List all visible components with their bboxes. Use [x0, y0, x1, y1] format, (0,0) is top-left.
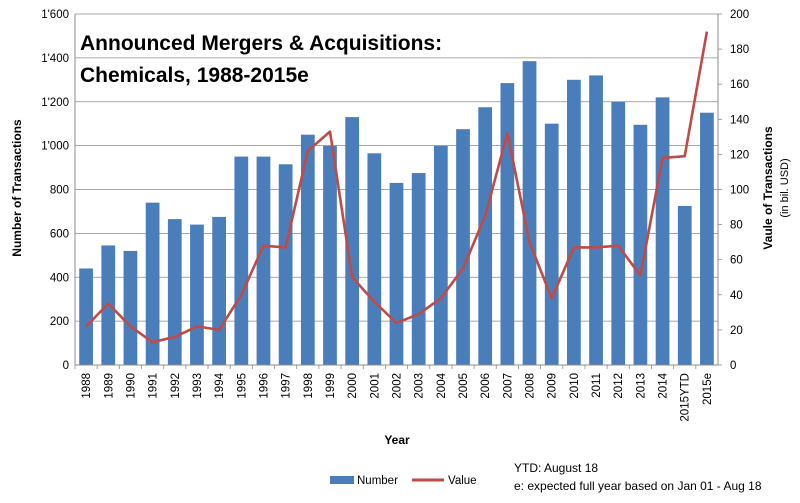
- x-tick-label-1996: 1996: [258, 373, 270, 399]
- x-tick-label-2011: 2011: [591, 373, 603, 398]
- bar-number-1995: [234, 157, 248, 365]
- y-tick-label-right: 100: [730, 185, 749, 197]
- chart-title-line-1: Announced Mergers & Acquisitions:: [80, 32, 442, 55]
- bar-number-1996: [257, 157, 271, 365]
- y-tick-label-left: 200: [50, 316, 69, 328]
- x-tick-label-2010: 2010: [569, 373, 581, 399]
- x-tick-label-2007: 2007: [502, 373, 514, 399]
- y-tick-label-right: 20: [730, 325, 743, 337]
- y-tick-label-right: 40: [730, 290, 743, 302]
- y-tick-label-left: 1'200: [41, 97, 69, 109]
- y-tick-label-right: 80: [730, 220, 743, 232]
- x-tick-label-2015YTD: 2015YTD: [680, 373, 692, 422]
- bar-number-1988: [79, 268, 93, 365]
- y-tick-label-right: 200: [730, 9, 749, 21]
- bar-number-2015YTD: [678, 206, 692, 365]
- y-tick-label-left: 1'400: [41, 53, 69, 65]
- chart-title-line-2: Chemicals, 1988-2015e: [80, 64, 309, 87]
- y-axis-title-right: Vaule of Transactions: [761, 126, 775, 250]
- bar-number-2015e: [700, 113, 714, 365]
- bar-number-2012: [611, 102, 625, 365]
- y-tick-label-left: 1'000: [41, 141, 69, 153]
- bar-number-2002: [390, 183, 404, 365]
- bar-number-2005: [456, 129, 470, 365]
- bar-number-2004: [434, 146, 448, 365]
- y-tick-label-right: 140: [730, 114, 749, 126]
- y-tick-label-left: 0: [63, 360, 69, 372]
- x-tick-label-2006: 2006: [480, 373, 492, 399]
- bar-number-2010: [567, 80, 581, 365]
- y-axis-title-left: Number of Transactions: [10, 119, 24, 257]
- y-tick-label-right: 60: [730, 255, 743, 267]
- legend-label-number: Number: [357, 475, 398, 487]
- bar-number-1992: [168, 219, 182, 365]
- y-tick-label-left: 800: [50, 185, 69, 197]
- y-tick-label-right: 160: [730, 79, 749, 91]
- x-tick-label-2001: 2001: [369, 373, 381, 399]
- bar-number-2006: [478, 107, 492, 365]
- y-tick-label-right: 120: [730, 149, 749, 161]
- x-tick-label-2005: 2005: [458, 373, 470, 399]
- x-tick-label-2015e: 2015e: [702, 373, 714, 405]
- x-tick-label-2000: 2000: [347, 373, 359, 399]
- x-tick-label-1998: 1998: [303, 373, 315, 399]
- bar-number-2007: [500, 83, 514, 365]
- x-tick-label-2008: 2008: [525, 373, 537, 399]
- x-tick-label-1991: 1991: [148, 373, 160, 399]
- y-tick-label-left: 1'600: [41, 9, 69, 21]
- bar-number-1997: [279, 164, 293, 365]
- x-tick-label-2003: 2003: [414, 373, 426, 399]
- y-tick-label-right: 180: [730, 44, 749, 56]
- x-tick-label-1989: 1989: [103, 373, 115, 399]
- y-axis-unit-right: (in bil. USD): [779, 158, 791, 217]
- y-tick-label-right: 0: [730, 360, 736, 372]
- x-tick-label-2004: 2004: [436, 372, 448, 398]
- x-tick-label-1990: 1990: [125, 373, 137, 399]
- bar-number-1990: [124, 251, 138, 365]
- note-estimate: e: expected full year based on Jan 01 - …: [514, 479, 762, 493]
- x-tick-label-1994: 1994: [214, 372, 226, 398]
- x-tick-label-2014: 2014: [658, 372, 670, 398]
- x-tick-label-1988: 1988: [81, 373, 93, 399]
- legend-label-value: Value: [448, 475, 477, 487]
- x-tick-label-1993: 1993: [192, 373, 204, 399]
- bar-number-2001: [367, 153, 381, 365]
- x-tick-label-2002: 2002: [392, 373, 404, 399]
- x-tick-label-2009: 2009: [547, 373, 559, 399]
- x-tick-label-2012: 2012: [613, 373, 625, 399]
- legend: Number Value: [330, 475, 477, 487]
- bar-series-number: [79, 61, 714, 365]
- bar-number-1993: [190, 225, 204, 365]
- bar-number-1994: [212, 217, 226, 365]
- bar-number-2014: [656, 97, 670, 365]
- x-tick-label-1995: 1995: [236, 373, 248, 399]
- note-ytd: YTD: August 18: [514, 461, 598, 475]
- x-tick-label-1997: 1997: [281, 373, 293, 399]
- y-tick-label-left: 600: [50, 228, 69, 240]
- bar-number-2011: [589, 75, 603, 365]
- bar-number-2009: [545, 124, 559, 365]
- legend-swatch-number: [330, 476, 354, 484]
- x-axis-title: Year: [384, 433, 410, 447]
- bar-number-2003: [412, 173, 426, 365]
- x-tick-label-1999: 1999: [325, 373, 337, 399]
- bar-number-1999: [323, 146, 337, 365]
- x-tick-label-1992: 1992: [170, 373, 182, 399]
- x-tick-label-2013: 2013: [635, 373, 647, 399]
- y-tick-label-left: 400: [50, 272, 69, 284]
